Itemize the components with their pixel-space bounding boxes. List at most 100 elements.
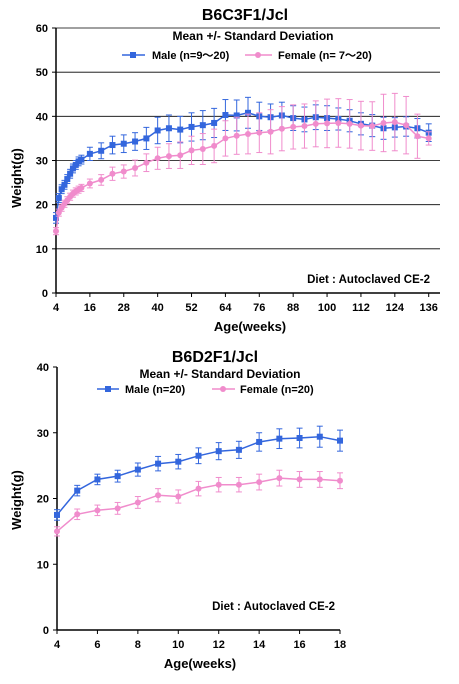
chart1-female-point [211,142,218,149]
chart2-axes [56,367,340,631]
chart1-male-point [58,186,65,193]
chart1-female-point [86,180,93,187]
chart2-female-point [256,479,263,486]
chart2-x-tick-label: 16 [293,639,305,651]
chart1-x-tick-label: 52 [185,302,197,314]
chart1-male-point [245,109,251,116]
chart1-male-point [72,161,79,168]
chart2-male-point [337,437,343,444]
chart1-series-female [53,92,432,236]
chart1-male-point [132,138,139,145]
chart1-male-point [165,125,172,132]
chart1-female-point [380,119,387,126]
chart1-female-point [369,123,376,130]
chart1-female-point [78,184,85,191]
chart2-male-point [195,452,202,459]
chart1-female-point [132,165,139,172]
chart1-ticks: 0 10 20 30 40 50 60 4 16 28 40 52 64 76 88 100 112 124 136 [36,23,438,314]
chart1-male-point [98,147,105,154]
chart1-male-point [188,123,195,130]
chart1-y-tick-label: 50 [36,67,48,79]
chart2-legend-female-marker [220,386,226,392]
chart1-female-point [301,123,308,130]
chart2-female-point [155,492,162,499]
chart1-y-tick-label: 60 [36,23,48,35]
chart2-plot: 0 10 20 30 40 4 6 8 10 12 14 16 18 [37,362,346,651]
chart1-female-point [120,168,127,175]
chart1-female-point [357,122,364,129]
chart2-x-tick-label: 10 [172,639,184,651]
chart1-male-point [78,156,85,163]
chart2-series-female [54,469,343,537]
chart-b6c3f1: B6C3F1/Jcl Mean +/- Standard Deviation M… [9,7,440,334]
chart1-female-point [290,123,297,130]
chart2-diet-note: Diet : Autoclaved CE-2 [212,601,335,613]
chart2-subtitle: Mean +/- Standard Deviation [139,367,300,381]
chart2-female-point [94,507,101,514]
chart1-plot: 0 10 20 30 40 50 60 4 16 28 40 52 64 76 88 100 112 124 136 [36,23,440,314]
chart2-x-tick-label: 8 [135,639,141,651]
chart2-ticks: 0 10 20 30 40 4 6 8 10 12 14 16 18 [37,362,346,651]
chart1-title: B6C3F1/Jcl [202,7,288,24]
chart2-female-point [195,485,202,492]
chart2-x-tick-label: 18 [334,639,346,651]
chart1-y-tick-label: 40 [36,111,48,123]
chart1-male-point [177,126,184,133]
chart2-legend: Male (n=20) Female (n=20) [97,384,314,396]
chart1-female-point [154,155,161,162]
chart1-female-point [143,159,150,166]
chart1-female-point [98,176,105,183]
chart2-x-tick-label: 14 [253,639,266,651]
chart2-title: B6D2F1/Jcl [172,349,258,366]
chart2-y-tick-label: 10 [37,559,49,571]
chart2-y-axis-label: Weight(g) [9,470,24,530]
chart1-y-tick-label: 30 [36,156,48,168]
chart2-male-point [94,476,101,483]
chart1-male-point [154,127,161,134]
chart1-male-point [69,165,76,172]
chart2-male-point [235,446,242,453]
chart1-male-point [64,176,71,183]
chart1-legend-male-marker [130,52,136,58]
chart-b6d2f1: B6D2F1/Jcl Mean +/- Standard Deviation M… [9,349,346,671]
chart2-male-point [155,460,162,467]
chart2-male-point [54,511,60,518]
chart2-x-tick-label: 4 [54,639,61,651]
chart2-female-point [114,505,121,512]
chart2-female-point [276,475,283,482]
chart1-female-point [55,209,62,216]
chart1-x-tick-label: 124 [386,302,405,314]
chart1-legend-female-marker [255,52,261,58]
chart1-x-tick-label: 100 [318,302,336,314]
chart1-female-point [199,146,206,153]
chart2-female-point [54,528,60,535]
chart2-male-point [316,433,323,440]
chart1-female-point [267,128,274,135]
chart1-female-point [188,147,195,154]
chart1-male-point [120,140,127,147]
chart2-legend-female-label: Female (n=20) [240,384,314,396]
chart1-female-point [256,129,263,136]
chart2-female-point [316,476,323,483]
chart1-y-tick-label: 0 [42,288,48,300]
chart1-female-point [165,153,172,160]
chart2-y-tick-label: 40 [37,362,49,374]
chart1-x-tick-label: 88 [287,302,299,314]
chart2-male-point [296,435,303,442]
chart1-female-point [177,152,184,159]
chart1-x-tick-label: 4 [53,302,60,314]
chart1-female-point [324,120,331,127]
chart2-series [54,425,343,537]
chart2-y-tick-label: 0 [43,625,49,637]
chart1-y-tick-label: 10 [36,244,48,256]
chart1-x-tick-label: 40 [152,302,164,314]
chart2-female-point [74,511,81,518]
chart2-female-point [215,481,222,488]
chart1-male-point [86,150,93,157]
chart1-female-point [312,120,319,127]
chart1-male-point [55,195,62,202]
chart1-female-point [109,170,116,177]
chart1-x-tick-label: 28 [118,302,130,314]
chart1-female-point [233,132,240,139]
chart1-legend: Male (n=9〜20) Female (n= 7〜20) [122,50,372,62]
